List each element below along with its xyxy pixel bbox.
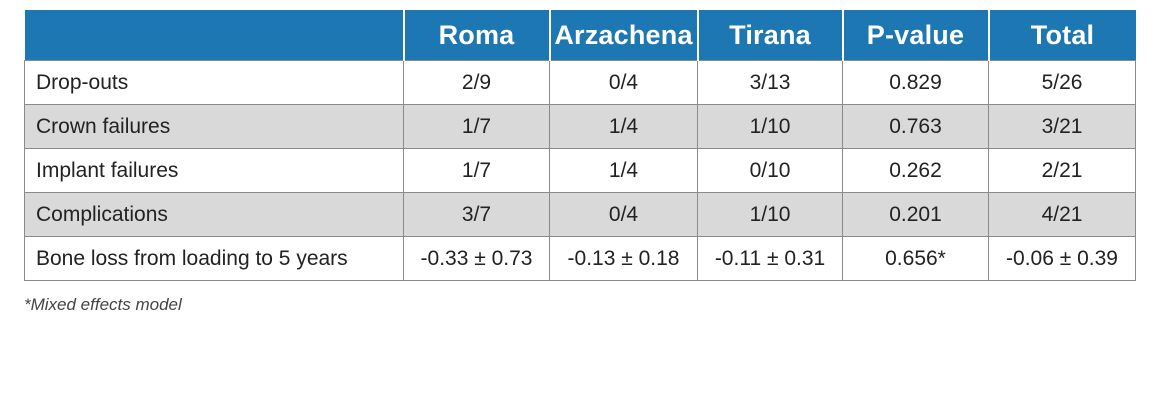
header-cell-tirana: Tirana [696,10,843,61]
table-cell: 3/21 [988,104,1136,149]
header-cell-arzachena: Arzachena [548,10,698,61]
table-cell: 1/4 [549,104,698,149]
table-cell: 0/4 [549,192,698,237]
table-cell: 0.829 [842,60,989,105]
table-cell: -0.33 ± 0.73 [403,236,550,281]
table-cell: 0.763 [842,104,989,149]
table-cell: 0/4 [549,60,698,105]
row-label: Implant failures [24,148,404,193]
row-label: Crown failures [24,104,404,149]
table-cell: 0/10 [697,148,843,193]
table-cell: 2/21 [988,148,1136,193]
table-cell: 1/4 [549,148,698,193]
table-footnote: *Mixed effects model [24,295,182,314]
table-cell: -0.13 ± 0.18 [549,236,698,281]
table-row: Bone loss from loading to 5 years -0.33 … [24,236,1136,281]
table-cell: 3/13 [697,60,843,105]
table-cell: 4/21 [988,192,1136,237]
table-row: Complications 3/7 0/4 1/10 0.201 4/21 [24,192,1136,237]
header-cell-p-value: P-value [841,10,989,61]
header-cell-label [24,10,404,61]
results-table-container: Roma Arzachena Tirana P-value Total Drop… [24,10,1136,281]
header-row: Roma Arzachena Tirana P-value Total [24,10,1136,61]
table-cell: 5/26 [988,60,1136,105]
table-cell: 0.201 [842,192,989,237]
table-cell: -0.06 ± 0.39 [988,236,1136,281]
header-cell-roma: Roma [402,10,550,61]
table-row: Crown failures 1/7 1/4 1/10 0.763 3/21 [24,104,1136,149]
table-cell: 1/10 [697,104,843,149]
table-cell: 1/7 [403,148,550,193]
row-label: Complications [24,192,404,237]
table-row: Implant failures 1/7 1/4 0/10 0.262 2/21 [24,148,1136,193]
results-table: Roma Arzachena Tirana P-value Total Drop… [24,10,1136,281]
row-label: Drop-outs [24,60,404,105]
row-label: Bone loss from loading to 5 years [24,236,404,281]
header-cell-total: Total [987,10,1136,61]
table-row: Drop-outs 2/9 0/4 3/13 0.829 5/26 [24,60,1136,105]
table-cell: 1/10 [697,192,843,237]
table-cell: -0.11 ± 0.31 [697,236,843,281]
table-cell: 1/7 [403,104,550,149]
table-cell: 0.656* [842,236,989,281]
table-cell: 0.262 [842,148,989,193]
table-cell: 3/7 [403,192,550,237]
table-cell: 2/9 [403,60,550,105]
